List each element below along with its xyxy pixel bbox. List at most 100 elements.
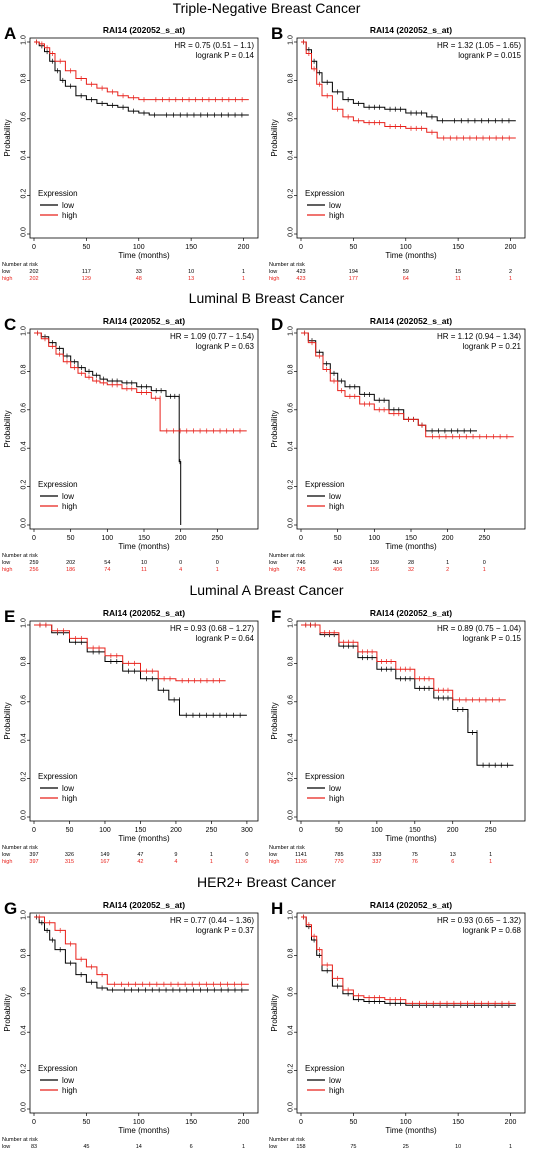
risk-low-value: 14	[136, 1144, 142, 1149]
km-panel-e: E RAI14 (202052_s_at) 0.0 0.2 0.4 0.6 0.8 1.0 P…	[0, 605, 266, 865]
risk-high-value: 337	[372, 859, 381, 865]
y-axis-label: Probability	[270, 119, 279, 156]
risk-low-value: 9	[174, 852, 177, 858]
legend-title: Expression	[38, 1064, 78, 1073]
risk-high-value: 156	[370, 567, 379, 573]
risk-high-value: 1	[483, 567, 486, 573]
risk-low-value: 1	[489, 852, 492, 858]
risk-low-value: 1	[210, 852, 213, 858]
risk-low-value: 0	[216, 560, 219, 566]
y-tick-label: 0.2	[21, 480, 28, 490]
y-tick-label: 0.0	[288, 227, 295, 237]
legend-low-label: low	[329, 201, 341, 210]
x-tick-label: 150	[452, 1119, 464, 1126]
y-tick-label: 0.8	[21, 656, 28, 666]
y-tick-label: 1.0	[21, 618, 28, 628]
logrank-p-text: logrank P = 0.015	[458, 51, 521, 60]
risk-high-value: 129	[82, 276, 91, 282]
risk-low-value: 785	[334, 852, 343, 858]
x-tick-label: 50	[335, 827, 343, 834]
risk-low-value: 59	[403, 269, 409, 275]
risk-high-value: 11	[455, 276, 461, 282]
y-tick-label: 0.2	[288, 480, 295, 490]
risk-high-value: 74	[104, 567, 110, 573]
y-tick-label: 0.8	[288, 73, 295, 83]
x-axis-label: Time (months)	[118, 251, 170, 260]
risk-high-value: 32	[408, 567, 414, 573]
km-panel-g: G RAI14 (202052_s_at) 0.0 0.2 0.4 0.6 0.8 1.0 P…	[0, 897, 266, 1149]
risk-high-value: 1	[509, 276, 512, 282]
legend-title: Expression	[38, 772, 78, 781]
x-tick-label: 0	[32, 827, 36, 834]
x-tick-label: 150	[138, 535, 150, 542]
legend-high-label: high	[329, 794, 344, 803]
risk-low-value: 1	[242, 1144, 245, 1149]
plot-frame	[296, 37, 526, 239]
legend-title: Expression	[305, 1064, 345, 1073]
hr-text: HR = 1.32 (1.05 − 1.65)	[437, 41, 521, 50]
risk-row-label-high: high	[269, 567, 279, 573]
risk-row-label-low: low	[269, 1144, 277, 1149]
y-tick-label: 0.0	[21, 227, 28, 237]
risk-low-value: 194	[349, 269, 358, 275]
risk-low-value: 202	[66, 560, 75, 566]
risk-high-value: 1	[242, 276, 245, 282]
risk-high-value: 1	[216, 567, 219, 573]
risk-row-label-low: low	[2, 1144, 10, 1149]
x-axis-label: Time (months)	[118, 1126, 170, 1135]
plot-frame	[296, 912, 526, 1114]
y-tick-label: 0.6	[288, 403, 295, 413]
hr-text: HR = 0.89 (0.75 − 1.04)	[437, 624, 521, 633]
risk-high-value: 202	[29, 276, 38, 282]
risk-low-value: 0	[245, 852, 248, 858]
risk-table-title: Number at risk	[2, 262, 38, 268]
y-tick-label: 0.0	[21, 1102, 28, 1112]
panel-letter: A	[4, 24, 17, 43]
x-tick-label: 150	[135, 827, 147, 834]
section-title-luminal-a: Luminal A Breast Cancer	[189, 582, 344, 598]
risk-low-value: 6	[190, 1144, 193, 1149]
y-tick-label: 0.2	[288, 189, 295, 199]
risk-low-value: 1141	[295, 852, 307, 858]
y-tick-label: 0.4	[21, 733, 28, 743]
y-tick-label: 0.2	[21, 1064, 28, 1074]
risk-high-value: 4	[174, 859, 177, 865]
risk-high-value: 1	[210, 859, 213, 865]
risk-row-label-low: low	[2, 852, 10, 858]
x-tick-label: 100	[368, 535, 380, 542]
km-plot-svg: RAI14 (202052_s_at) 0.0 0.2 0.4 0.6 0.8 1.0 Pro…	[269, 900, 526, 1149]
y-tick-label: 0.6	[288, 112, 295, 122]
risk-high-value: 13	[188, 276, 194, 282]
legend-low-label: low	[329, 492, 341, 501]
x-tick-label: 50	[349, 244, 357, 251]
x-tick-label: 300	[241, 827, 253, 834]
x-tick-label: 150	[185, 244, 197, 251]
x-tick-label: 150	[452, 244, 464, 251]
y-tick-label: 0.4	[21, 441, 28, 451]
legend-low-label: low	[62, 201, 74, 210]
legend-high-label: high	[329, 502, 344, 511]
y-tick-label: 1.0	[21, 910, 28, 920]
risk-low-value: 83	[31, 1144, 37, 1149]
x-tick-label: 100	[400, 1119, 412, 1126]
x-tick-label: 150	[409, 827, 421, 834]
x-tick-label: 200	[447, 827, 459, 834]
risk-low-value: 139	[370, 560, 379, 566]
risk-row-label-high: high	[269, 276, 279, 282]
risk-table-title: Number at risk	[2, 845, 38, 851]
section-title-her2: HER2+ Breast Cancer	[197, 874, 336, 890]
y-tick-label: 0.0	[21, 518, 28, 528]
x-axis-label: Time (months)	[118, 834, 170, 843]
x-tick-label: 50	[66, 827, 74, 834]
y-tick-label: 0.6	[21, 987, 28, 997]
y-tick-label: 0.4	[288, 1025, 295, 1035]
plot-frame	[296, 620, 526, 822]
y-tick-label: 0.0	[288, 810, 295, 820]
section-title-luminal-b: Luminal B Breast Cancer	[188, 290, 345, 306]
risk-row-label-low: low	[269, 269, 277, 275]
x-tick-label: 0	[32, 535, 36, 542]
panel-letter: D	[271, 315, 284, 334]
plot-title: RAI14 (202052_s_at)	[103, 25, 185, 35]
risk-row-label-high: high	[2, 859, 12, 865]
risk-low-value: 0	[483, 560, 486, 566]
